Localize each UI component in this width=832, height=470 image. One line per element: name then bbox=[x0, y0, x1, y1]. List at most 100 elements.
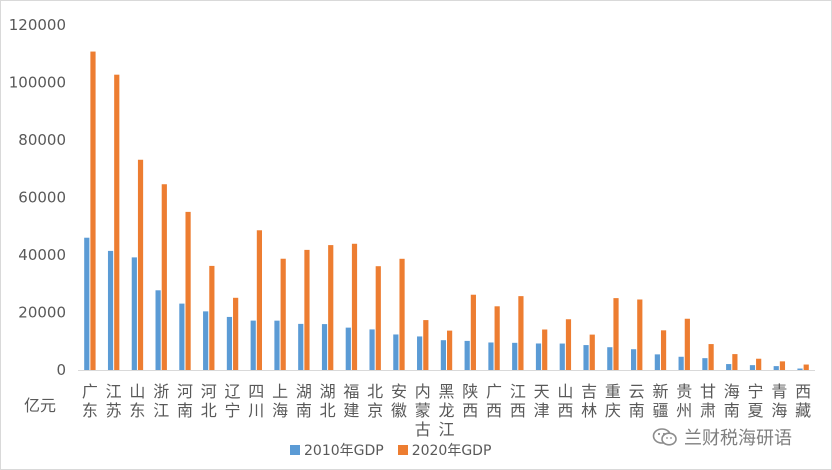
category-label: 广东 bbox=[82, 382, 98, 420]
category-label: 西藏 bbox=[795, 382, 811, 420]
category-label: 重庆 bbox=[605, 382, 621, 420]
bar bbox=[137, 159, 144, 370]
bar bbox=[660, 330, 667, 370]
category-label: 上海 bbox=[272, 382, 288, 420]
bar bbox=[654, 354, 660, 370]
category-label: 新疆 bbox=[652, 382, 668, 420]
bar bbox=[399, 258, 405, 370]
bar bbox=[702, 358, 708, 370]
bar bbox=[464, 340, 470, 370]
category-label: 江苏 bbox=[106, 382, 122, 420]
y-tick-label: 60000 bbox=[18, 189, 66, 207]
bar bbox=[756, 358, 762, 370]
series-0 bbox=[84, 237, 803, 370]
y-tick-label: 0 bbox=[56, 361, 66, 379]
bar bbox=[304, 249, 310, 370]
category-label: 山东 bbox=[129, 382, 145, 420]
bar bbox=[185, 211, 191, 370]
bar bbox=[298, 323, 304, 370]
category-label: 四川 bbox=[248, 382, 264, 420]
legend-item-2010: 2010年GDP bbox=[290, 440, 384, 460]
category-label: 浙江 bbox=[153, 382, 169, 420]
category-label: 青海 bbox=[771, 382, 787, 420]
bar bbox=[749, 365, 756, 370]
bar bbox=[369, 329, 375, 370]
legend: 2010年GDP 2020年GDP bbox=[290, 440, 491, 460]
category-label: 云南 bbox=[629, 382, 645, 420]
wechat-icon bbox=[652, 428, 677, 446]
bar bbox=[630, 349, 637, 370]
bar bbox=[542, 329, 548, 370]
bar bbox=[114, 74, 120, 371]
bar bbox=[90, 51, 96, 370]
bar bbox=[607, 347, 613, 370]
y-tick-label: 120000 bbox=[9, 16, 66, 34]
bar bbox=[447, 330, 453, 370]
bar bbox=[321, 324, 328, 370]
category-label: 山西 bbox=[557, 382, 573, 420]
y-tick-label: 40000 bbox=[18, 246, 66, 264]
bar bbox=[779, 361, 786, 370]
legend-label-2020: 2020年GDP bbox=[411, 443, 492, 459]
category-label: 海南 bbox=[724, 382, 740, 420]
y-tick-label: 20000 bbox=[18, 304, 66, 322]
bar bbox=[423, 320, 429, 370]
legend-label-2010: 2010年GDP bbox=[304, 443, 384, 459]
bar bbox=[84, 237, 90, 370]
bar bbox=[203, 311, 209, 370]
bar bbox=[684, 318, 690, 370]
category-label: 黑龙江 bbox=[438, 382, 454, 439]
bar bbox=[637, 299, 643, 370]
category-label: 甘肃 bbox=[700, 382, 716, 420]
y-tick-label: 100000 bbox=[9, 74, 66, 92]
bar bbox=[708, 344, 714, 370]
bar bbox=[518, 296, 524, 370]
bar bbox=[565, 319, 572, 370]
category-label: 湖南 bbox=[296, 382, 312, 420]
bar bbox=[280, 258, 286, 370]
category-label: 河南 bbox=[177, 382, 193, 420]
bar bbox=[559, 343, 565, 370]
bar bbox=[803, 364, 809, 370]
bar bbox=[512, 342, 518, 370]
x-axis-categories: 广东江苏山东浙江河南河北辽宁四川上海湖南湖北福建北京安徽内蒙古黑龙江陕西广西江西… bbox=[82, 382, 811, 439]
category-label: 安徽 bbox=[391, 382, 407, 420]
series-1 bbox=[90, 51, 809, 371]
y-axis-label: 亿元 bbox=[24, 396, 56, 415]
bar bbox=[589, 334, 595, 370]
legend-swatch-2010 bbox=[290, 445, 300, 455]
category-label: 湖北 bbox=[320, 382, 336, 420]
bar bbox=[393, 334, 399, 370]
bar bbox=[179, 303, 185, 370]
bar bbox=[131, 257, 137, 370]
category-label: 吉林 bbox=[581, 382, 597, 420]
legend-swatch-2020 bbox=[397, 445, 408, 455]
bar bbox=[470, 294, 476, 370]
bar bbox=[583, 345, 589, 370]
bar bbox=[773, 366, 779, 370]
category-label: 江西 bbox=[510, 382, 526, 420]
bar bbox=[328, 245, 334, 370]
watermark: 兰财税海研语 bbox=[652, 424, 792, 450]
category-label: 天津 bbox=[534, 382, 550, 420]
bar bbox=[535, 343, 542, 370]
bar bbox=[440, 340, 446, 370]
legend-item-2020: 2020年GDP bbox=[397, 440, 492, 460]
category-label: 河北 bbox=[201, 382, 217, 420]
bar bbox=[613, 298, 619, 370]
bars bbox=[84, 51, 809, 371]
bar bbox=[226, 316, 233, 370]
category-label: 福建 bbox=[343, 382, 359, 420]
category-label: 北京 bbox=[367, 382, 383, 420]
bar bbox=[345, 327, 351, 370]
bar bbox=[678, 356, 684, 370]
bar bbox=[274, 320, 280, 370]
category-label: 辽宁 bbox=[225, 382, 241, 420]
watermark-text: 兰财税海研语 bbox=[684, 428, 792, 449]
category-label: 陕西 bbox=[462, 382, 478, 420]
bar bbox=[233, 297, 239, 370]
bar bbox=[209, 265, 215, 370]
category-label: 贵州 bbox=[676, 382, 692, 420]
bar bbox=[494, 306, 500, 370]
